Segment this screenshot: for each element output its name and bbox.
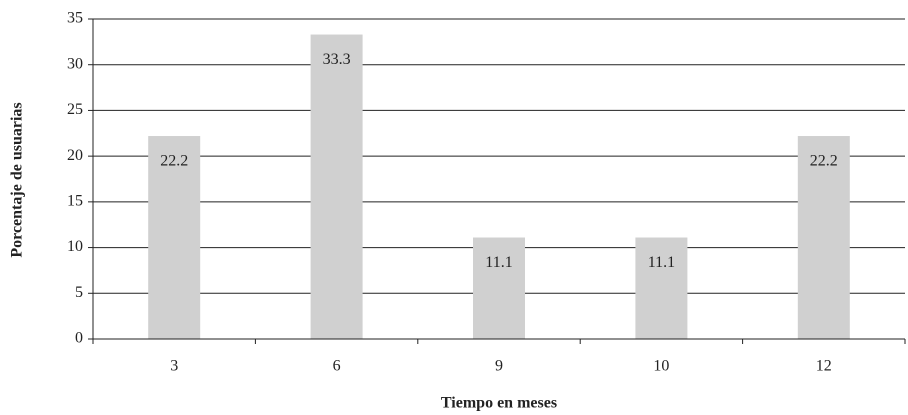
bar (148, 136, 201, 339)
y-axis-title: Porcentaje de usuarias (9, 102, 26, 257)
bar (797, 136, 850, 339)
y-tick-label: 0 (75, 330, 83, 347)
y-tick-label: 10 (67, 238, 83, 255)
x-axis-title: Tiempo en meses (441, 395, 557, 412)
data-label: 11.1 (648, 254, 675, 271)
x-tick-label: 10 (653, 358, 669, 375)
data-label: 22.2 (160, 153, 188, 170)
bar (635, 237, 688, 339)
x-tick-label: 9 (495, 358, 503, 375)
data-label: 33.3 (323, 51, 351, 68)
y-tick-label: 35 (67, 10, 83, 27)
y-tick-label: 15 (67, 193, 83, 210)
bar (473, 237, 525, 339)
x-tick-label: 3 (170, 358, 178, 375)
x-tick-label: 6 (333, 358, 341, 375)
data-label: 22.2 (810, 153, 838, 170)
x-tick-label: 12 (816, 358, 832, 375)
bar (310, 34, 363, 340)
data-label: 11.1 (485, 254, 512, 271)
y-tick-label: 20 (67, 147, 83, 164)
y-tick-label: 5 (75, 284, 83, 301)
y-tick-label: 30 (67, 55, 83, 72)
y-tick-label: 25 (67, 101, 83, 118)
